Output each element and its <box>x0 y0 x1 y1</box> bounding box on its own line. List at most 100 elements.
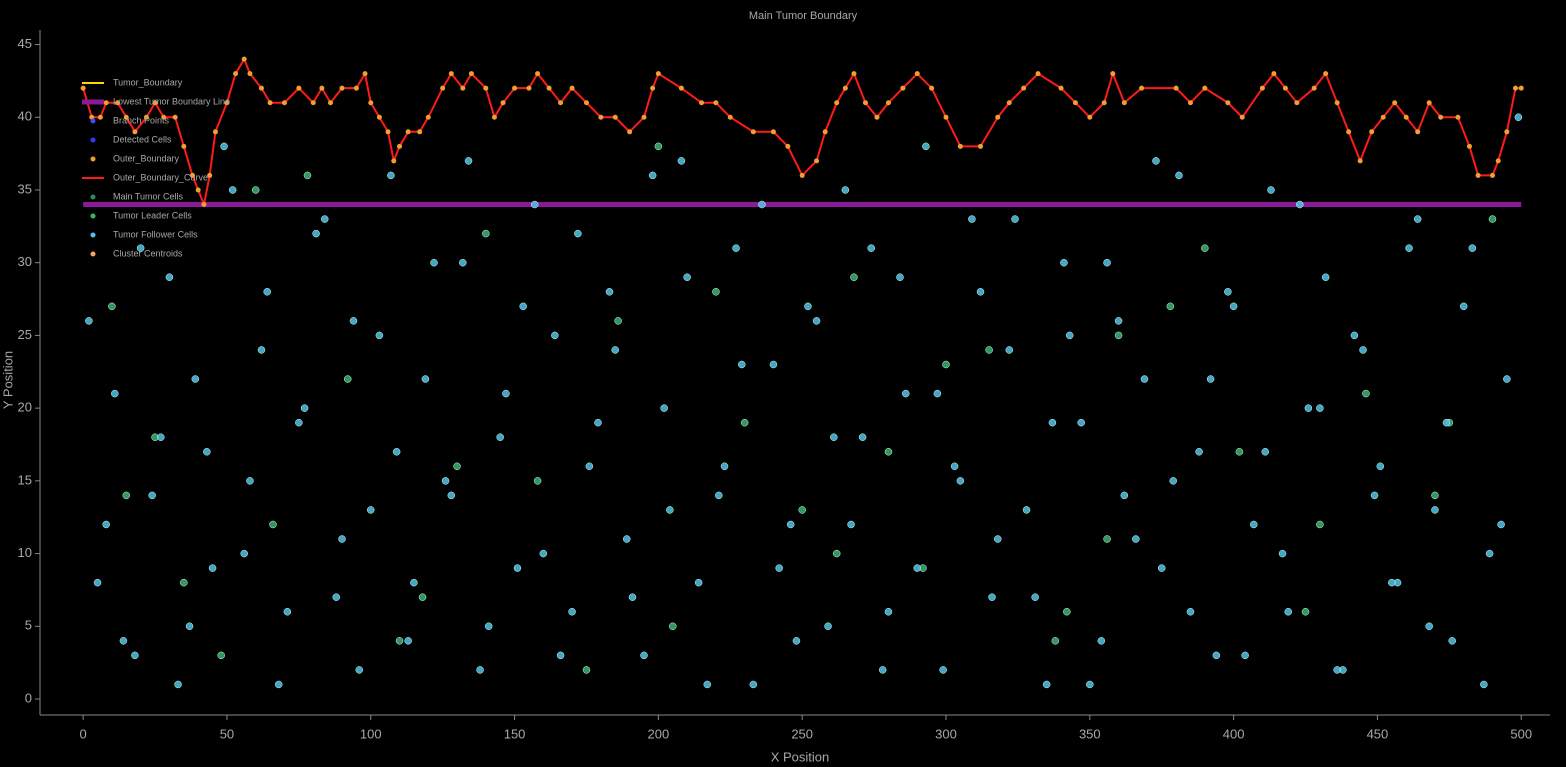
cell-point <box>392 448 401 456</box>
boundary-point <box>1202 85 1208 91</box>
cell-point <box>1114 317 1123 325</box>
cell-point <box>1132 535 1140 543</box>
boundary-point <box>327 100 333 106</box>
cell-point <box>1157 564 1166 572</box>
boundary-point <box>247 71 253 77</box>
boundary-point <box>1466 143 1472 149</box>
boundary-point <box>339 85 345 91</box>
y-tick-label: 40 <box>18 109 32 124</box>
y-tick-label: 20 <box>18 400 32 415</box>
boundary-point <box>491 114 497 120</box>
cell-point <box>1448 637 1456 645</box>
cell-point <box>775 564 783 572</box>
cell-point <box>1442 418 1451 427</box>
boundary-point <box>526 85 532 91</box>
cell-point <box>878 666 887 674</box>
cell-point <box>594 418 602 427</box>
cell-point <box>447 491 456 500</box>
boundary-point <box>405 129 411 135</box>
cell-point <box>1267 186 1275 194</box>
cell-point <box>683 273 691 281</box>
cell-point <box>108 302 116 311</box>
cell-point <box>1077 418 1085 427</box>
cell-point <box>191 375 200 383</box>
boundary-point <box>1187 100 1193 106</box>
cell-point <box>1063 607 1071 616</box>
boundary-point <box>376 114 382 120</box>
x-tick-label: 150 <box>504 726 526 741</box>
cell-point <box>1206 375 1215 383</box>
boundary-point <box>362 71 368 77</box>
legend-label: Branch Points <box>113 115 170 125</box>
boundary-point <box>1035 71 1041 77</box>
y-axis-label: Y Position <box>0 351 15 409</box>
cell-point <box>605 288 614 296</box>
cell-point <box>1431 506 1439 514</box>
cell-point <box>441 477 450 485</box>
cell-point <box>1316 520 1324 529</box>
cell-point <box>574 229 582 238</box>
cell-point <box>459 258 467 267</box>
boundary-point <box>770 129 776 135</box>
cell-point <box>263 288 271 296</box>
cell-point <box>240 549 248 558</box>
cell-point <box>1060 258 1068 267</box>
boundary-point <box>641 114 647 120</box>
boundary-point <box>1006 100 1012 106</box>
x-tick-label: 350 <box>1079 726 1101 741</box>
boundary-point <box>862 100 868 106</box>
boundary-point <box>1489 172 1495 178</box>
cell-point <box>950 462 959 471</box>
boundary-point <box>460 85 466 91</box>
cell-point <box>994 535 1002 543</box>
cell-point <box>220 142 228 151</box>
cell-point <box>131 651 139 660</box>
cell-point <box>1376 462 1385 471</box>
boundary-point <box>195 187 201 193</box>
boundary-point <box>500 100 506 106</box>
boundary-point <box>233 71 239 77</box>
boundary-point <box>353 85 359 91</box>
boundary-point <box>1518 85 1524 91</box>
boundary-point <box>1323 71 1329 77</box>
legend-swatch <box>90 118 96 124</box>
cell-point <box>102 520 110 529</box>
cell-point <box>1152 157 1160 165</box>
cell-point <box>884 607 893 616</box>
boundary-point <box>1334 100 1340 106</box>
cell-point <box>614 317 622 325</box>
boundary-point <box>598 114 604 120</box>
x-tick-label: 250 <box>791 726 813 741</box>
cell-point <box>804 302 812 311</box>
cell-point <box>786 520 795 529</box>
boundary-point <box>957 143 963 149</box>
boundary-point <box>612 114 618 120</box>
boundary-point <box>1475 172 1481 178</box>
cell-point <box>732 244 740 252</box>
boundary-point <box>1495 158 1501 164</box>
boundary-point <box>1512 85 1518 91</box>
boundary-point <box>281 100 287 106</box>
boundary-point <box>241 56 247 62</box>
cell-point <box>1514 113 1523 122</box>
boundary-point <box>995 114 1001 120</box>
boundary-point <box>368 100 374 106</box>
cell-point <box>530 200 539 209</box>
boundary-point <box>212 129 218 135</box>
cell-point <box>1425 622 1433 631</box>
boundary-point <box>1121 100 1127 106</box>
y-tick-label: 5 <box>25 618 32 633</box>
boundary-point <box>1282 85 1288 91</box>
boundary-point <box>201 202 207 208</box>
cell-point <box>283 607 292 616</box>
cell-point <box>1166 302 1175 311</box>
cell-point <box>1497 520 1505 529</box>
boundary-point <box>799 172 805 178</box>
cell-point <box>1051 637 1060 645</box>
boundary-point <box>627 129 633 135</box>
boundary-point <box>1426 100 1432 106</box>
cell-point <box>1086 680 1094 689</box>
legend-swatch <box>90 137 96 143</box>
cell-point <box>867 244 875 252</box>
boundary-point <box>143 114 149 120</box>
